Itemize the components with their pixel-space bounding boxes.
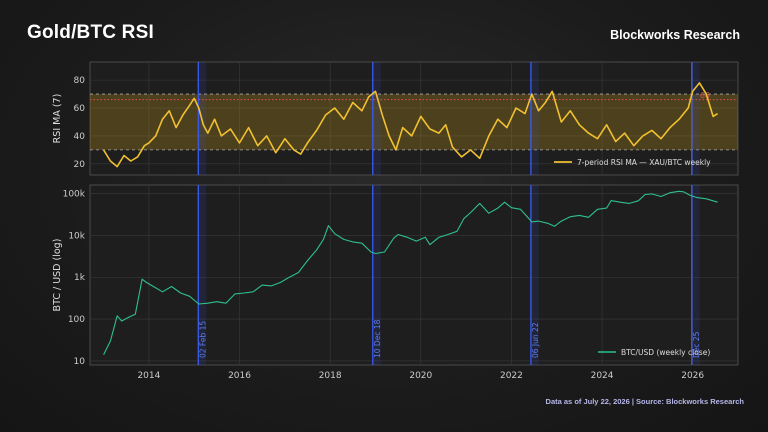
rsi-event-shade (530, 62, 539, 175)
btc-plot-area (89, 184, 739, 366)
brand-logo-text: Blockworks Research (610, 28, 740, 42)
rsi-y-tick-label: 80 (74, 76, 86, 86)
event-label: Dec 25 (692, 331, 701, 358)
btc-legend-label: BTC/USD (weekly close) (621, 348, 710, 357)
page-title: Gold/BTC RSI (27, 22, 154, 43)
rsi-neutral-band (90, 94, 738, 150)
btc-x-ticks: 2014 2016 2018 2020 2022 2024 2026 (137, 371, 704, 381)
rsi-y-axis-label: RSI MA (7) (52, 94, 63, 144)
btc-x-tick-label: 2022 (500, 371, 523, 381)
btc-y-tick-label: 100 (68, 315, 85, 325)
rsi-series-line (102, 82, 719, 168)
rsi-legend: 7-period RSI MA — XAU/BTC weekly (554, 158, 711, 167)
rsi-y-tick-label: 20 (74, 160, 86, 170)
btc-y-tick-label: 100k (63, 190, 86, 200)
event-label: 10 Dec 18 (373, 319, 382, 358)
btc-series-line (103, 190, 718, 356)
event-label: 06 Jun 22 (531, 322, 540, 358)
btc-x-tick-label: 2018 (319, 371, 342, 381)
rsi-panel: 66 20 40 60 80 RSI MA (7) 7-period RSI MA —… (52, 61, 739, 176)
btc-y-tick-label: 10 (74, 357, 86, 367)
rsi-y-tick-label: 40 (74, 132, 86, 142)
btc-event-shade (372, 185, 381, 365)
btc-x-tick-label: 2014 (137, 371, 160, 381)
btc-x-tick-label: 2016 (228, 371, 251, 381)
btc-event-lines: 02 Feb 15 10 Dec 18 06 Jun 22 Dec 25 (197, 185, 701, 365)
rsi-event-shade (372, 62, 381, 175)
rsi-y-tick-label: 60 (74, 104, 86, 114)
rsi-threshold-label: 66 (700, 91, 710, 100)
btc-event-shade (198, 185, 207, 365)
btc-x-tick-label: 2026 (681, 371, 704, 381)
source-note: Data as of July 22, 2026 | Source: Block… (545, 397, 744, 406)
btc-y-tick-label: 1k (74, 273, 86, 283)
rsi-legend-label: 7-period RSI MA — XAU/BTC weekly (577, 158, 711, 167)
btc-y-ticks: 10 100 1k 10k 100k (63, 190, 86, 367)
rsi-y-ticks: 20 40 60 80 (74, 76, 86, 170)
btc-x-tick-label: 2020 (409, 371, 432, 381)
rsi-event-shade (691, 62, 700, 175)
btc-event-shade (691, 185, 700, 365)
btc-y-axis-label: BTC / USD (log) (52, 239, 63, 312)
btc-y-tick-label: 10k (68, 231, 85, 241)
btc-x-tick-label: 2024 (591, 371, 614, 381)
btc-legend: BTC/USD (weekly close) (598, 348, 710, 357)
btc-event-shade (530, 185, 539, 365)
event-label: 02 Feb 15 (198, 321, 207, 358)
